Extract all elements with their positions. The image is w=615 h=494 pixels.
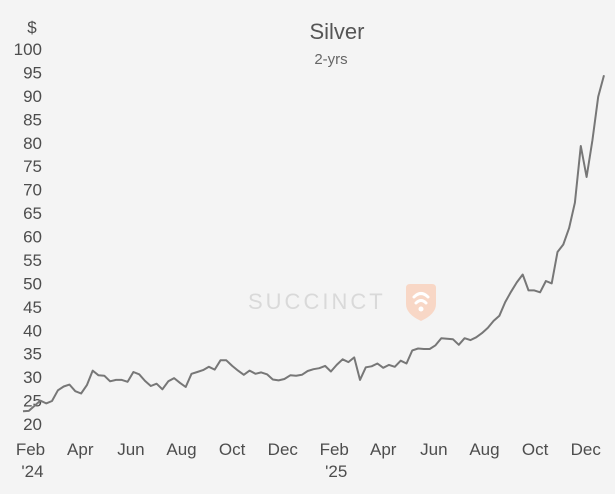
y-tick-label: 100 <box>14 40 42 59</box>
x-tick-label: Oct <box>522 440 549 459</box>
y-tick-label: 75 <box>23 157 42 176</box>
y-tick-label: 30 <box>23 368 42 387</box>
y-tick-label: 20 <box>23 415 42 434</box>
x-tick-label: Feb <box>320 440 349 459</box>
x-tick-label: Feb <box>16 440 45 459</box>
y-tick-label: 85 <box>23 110 42 129</box>
series-line <box>22 75 605 413</box>
y-tick-label: 45 <box>23 298 42 317</box>
y-tick-label: 95 <box>23 63 42 82</box>
x-tick-label: Jun <box>420 440 447 459</box>
x-tick-label: Apr <box>67 440 94 459</box>
y-tick-label: 25 <box>23 392 42 411</box>
x-tick-label: Dec <box>268 440 299 459</box>
y-tick-label: 55 <box>23 251 42 270</box>
y-axis-label: $ <box>27 18 37 37</box>
x-tick-label: Jun <box>117 440 144 459</box>
watermark-logo-icon <box>406 284 436 321</box>
y-tick-label: 60 <box>23 228 42 247</box>
y-tick-label: 80 <box>23 134 42 153</box>
x-tick-year-label: '25 <box>325 462 347 481</box>
chart-title: Silver <box>309 19 364 44</box>
y-tick-label: 50 <box>23 274 42 293</box>
succinct-watermark: SUCCINCT <box>248 284 436 321</box>
y-tick-label: 40 <box>23 321 42 340</box>
x-tick-label: Aug <box>166 440 196 459</box>
x-axis-ticks: Feb '24 Apr Jun Aug Oct Dec Feb '25 Apr Jun Aug Oct D… <box>16 440 602 481</box>
y-tick-label: 35 <box>23 345 42 364</box>
watermark-text: SUCCINCT <box>248 289 386 314</box>
y-tick-label: 90 <box>23 87 42 106</box>
x-tick-year-label: '24 <box>21 462 43 481</box>
x-tick-label: Apr <box>370 440 397 459</box>
y-tick-label: 65 <box>23 204 42 223</box>
y-tick-label: 70 <box>23 181 42 200</box>
chart-subtitle: 2-yrs <box>314 51 347 68</box>
x-tick-label: Oct <box>219 440 246 459</box>
y-axis-ticks: 20 25 30 35 40 45 50 55 60 65 70 75 80 85 90 95 100 <box>14 40 42 434</box>
x-tick-label: Dec <box>571 440 602 459</box>
x-tick-label: Aug <box>469 440 499 459</box>
